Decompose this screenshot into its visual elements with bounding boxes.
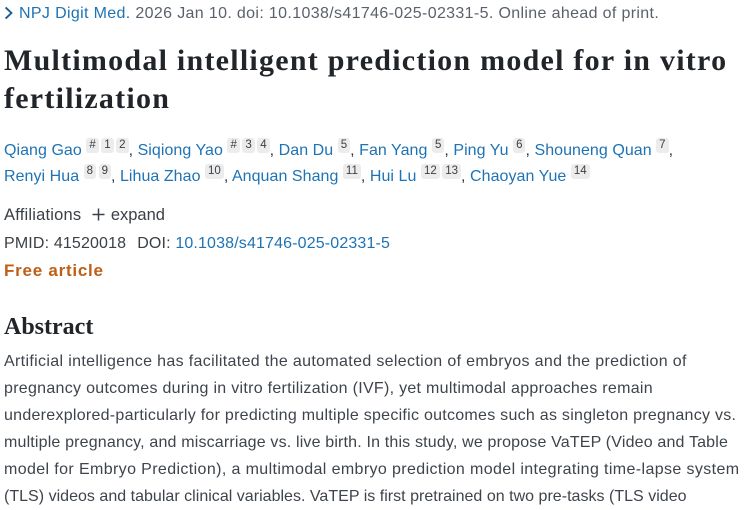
- doi-link[interactable]: 10.1038/s41746-025-02331-5: [175, 235, 391, 252]
- plus-icon: [92, 205, 105, 227]
- author-separator: ,: [461, 168, 471, 185]
- affiliation-number[interactable]: 10: [205, 163, 224, 179]
- abstract-line: underexplored-particularly for predictin…: [4, 406, 737, 424]
- author-separator: ,: [360, 168, 370, 185]
- citation-text: 2026 Jan 10. doi: 10.1038/s41746-025-023…: [130, 5, 660, 22]
- identifiers-row: PMID: 41520018 DOI: 10.1038/s41746-025-02…: [4, 233, 744, 255]
- author-link[interactable]: Fan Yang: [359, 142, 428, 159]
- affiliation-number[interactable]: 3: [242, 137, 255, 153]
- affiliation-number[interactable]: 14: [570, 163, 590, 179]
- affiliation-number[interactable]: 12: [420, 163, 440, 179]
- author: Lihua Zhao 10: [119, 163, 224, 185]
- affiliation-number[interactable]: 13: [442, 163, 462, 179]
- doi-group: DOI: 10.1038/s41746-025-02331-5: [137, 235, 390, 252]
- doi-label: DOI:: [137, 235, 171, 252]
- affiliations-label: Affiliations: [4, 206, 82, 224]
- abstract-line: multiple pregnancy, and miscarriage vs. …: [4, 433, 729, 451]
- author: Chaoyan Yue 14: [470, 163, 590, 185]
- author-separator: ,: [269, 142, 279, 159]
- abstract-line: pregnancy outcomes during in vitro ferti…: [4, 379, 653, 397]
- affiliation-number[interactable]: 7: [656, 137, 669, 153]
- affiliation-number[interactable]: 6: [513, 137, 526, 153]
- abstract-heading: Abstract: [4, 314, 94, 340]
- author: Shouneng Quan 7: [534, 137, 669, 159]
- abstract-line: model for Embryo Prediction), a multimod…: [4, 460, 740, 478]
- author: Qiang Gao #1 2: [4, 137, 129, 159]
- free-article-badge: Free article: [4, 261, 104, 280]
- equal-contribution-marker[interactable]: #: [227, 137, 240, 153]
- author-separator: ,: [350, 142, 360, 159]
- expand-affiliations-button[interactable]: expand: [92, 204, 165, 227]
- author: Anquan Shang 11: [231, 163, 361, 185]
- author-separator: ,: [525, 142, 535, 159]
- expand-label: expand: [110, 206, 165, 224]
- author-link[interactable]: Dan Du: [278, 142, 334, 159]
- author-separator: ,: [128, 142, 138, 159]
- chevron-right-icon[interactable]: [4, 6, 13, 26]
- affiliation-number[interactable]: 2: [116, 137, 129, 153]
- author-link[interactable]: Qiang Gao: [4, 142, 82, 159]
- author-link[interactable]: Renyi Hua: [4, 168, 80, 185]
- author-link[interactable]: Lihua Zhao: [119, 168, 201, 185]
- author: Fan Yang 5: [359, 137, 445, 159]
- article-title: Multimodal intelligent prediction model …: [4, 44, 728, 115]
- affiliation-number[interactable]: 9: [98, 163, 111, 179]
- author-link[interactable]: Hui Lu: [369, 168, 417, 185]
- pmid-value: 41520018: [53, 235, 127, 252]
- affiliations-row: Affiliations expand: [4, 204, 744, 227]
- author-link[interactable]: Chaoyan Yue: [470, 168, 567, 185]
- author-link[interactable]: Shouneng Quan: [534, 142, 652, 159]
- affiliation-number[interactable]: 1: [101, 137, 114, 153]
- author-list: Qiang Gao #1 2, Siqiong Yao #3 4, Dan Du 5, F…: [4, 137, 744, 190]
- abstract-line: (TLS) videos and tabular clinical variab…: [4, 487, 687, 505]
- pmid-label: PMID:: [4, 235, 50, 252]
- affiliation-number[interactable]: 5: [337, 137, 351, 153]
- journal-link[interactable]: NPJ Digit Med.: [19, 5, 131, 22]
- author-separator: ,: [223, 168, 232, 185]
- affiliation-number[interactable]: 5: [431, 137, 445, 153]
- author: Renyi Hua 8 9: [4, 163, 111, 185]
- author-link[interactable]: Siqiong Yao: [137, 142, 223, 159]
- author: Ping Yu 6: [453, 137, 526, 159]
- author-separator: ,: [110, 168, 120, 185]
- author: Hui Lu 12 13: [369, 163, 462, 185]
- author-separator: ,: [668, 142, 674, 159]
- abstract-text: Artificial intelligence has facilitated …: [4, 348, 744, 510]
- affiliation-number[interactable]: 4: [257, 137, 270, 153]
- author: Dan Du 5: [278, 137, 351, 159]
- author: Siqiong Yao #3 4: [137, 137, 270, 159]
- pmid-group: PMID: 41520018: [4, 235, 126, 252]
- affiliation-number[interactable]: 11: [342, 163, 361, 179]
- author-link[interactable]: Ping Yu: [453, 142, 509, 159]
- abstract-line: Artificial intelligence has facilitated …: [4, 352, 687, 370]
- journal-citation-bar: NPJ Digit Med. 2026 Jan 10. doi: 10.1038…: [4, 4, 744, 26]
- author-link[interactable]: Anquan Shang: [231, 168, 339, 185]
- affiliation-number[interactable]: 8: [83, 163, 97, 179]
- equal-contribution-marker[interactable]: #: [86, 137, 99, 153]
- author-separator: ,: [444, 142, 454, 159]
